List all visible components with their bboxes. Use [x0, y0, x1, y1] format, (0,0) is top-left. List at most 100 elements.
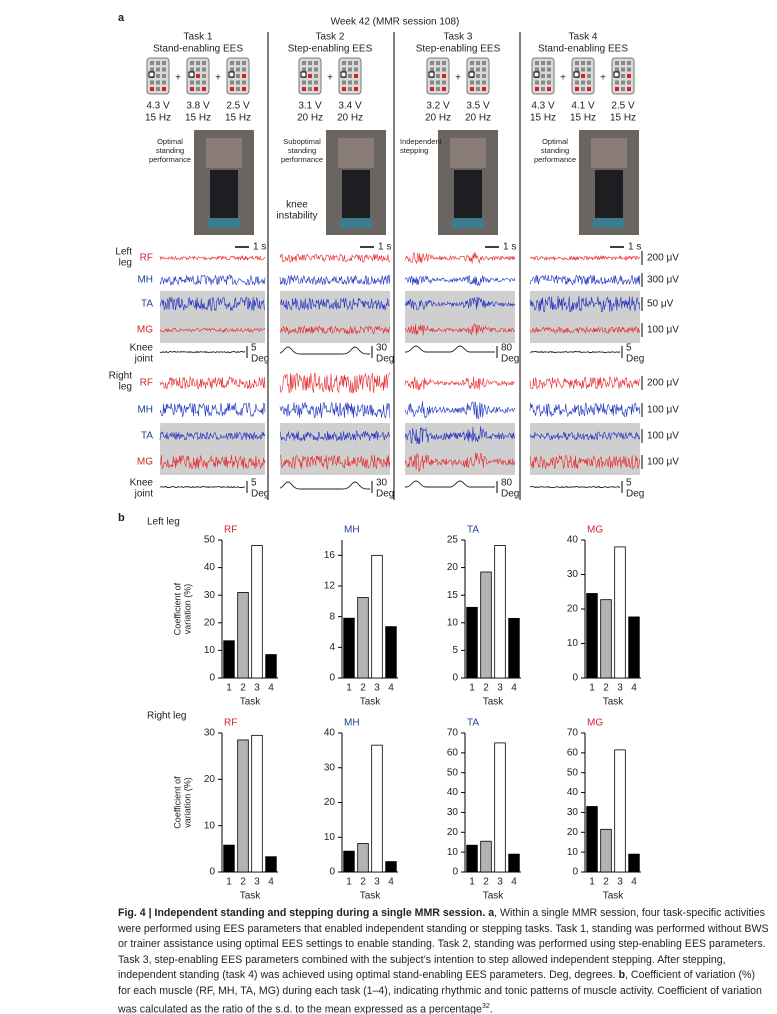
- emg-trace: [159, 254, 266, 261]
- bar: [237, 739, 249, 873]
- electrode: [202, 87, 206, 91]
- chart-title: RF: [224, 525, 237, 536]
- photo-subject-shoes: [208, 218, 240, 228]
- photo-caption: standing: [288, 146, 316, 155]
- photo-subject-shoes: [340, 218, 372, 228]
- stim-param: 3.2 V: [426, 101, 450, 112]
- electrode: [308, 80, 312, 85]
- electrode: [581, 61, 585, 65]
- electrode: [354, 67, 358, 72]
- y-tick-label: 30: [567, 569, 579, 580]
- x-tick-label: 2: [603, 877, 609, 888]
- electrode: [476, 67, 480, 72]
- x-axis-label: Task: [360, 697, 382, 708]
- electrode: [476, 61, 480, 65]
- electrode: [242, 87, 246, 91]
- task-subtitle: Stand-enabling EES: [153, 44, 243, 55]
- stim-param: 4.3 V: [531, 101, 555, 112]
- emg-trace: [529, 455, 641, 470]
- x-tick-label: 3: [374, 877, 380, 888]
- electrode: [342, 80, 346, 85]
- electrode: [190, 61, 194, 65]
- caption-segment: a: [488, 907, 495, 919]
- plus-sign: +: [215, 73, 221, 84]
- knee-trace: [159, 350, 246, 354]
- electrode: [575, 87, 579, 91]
- photo-subject-legs: [454, 170, 482, 220]
- electrode: [442, 67, 446, 72]
- electrode: [196, 80, 200, 85]
- time-scale: 1 s: [503, 242, 516, 253]
- x-tick-label: 4: [268, 683, 274, 694]
- bar: [371, 744, 383, 873]
- y-tick-label: 60: [567, 747, 579, 758]
- bar: [237, 592, 249, 679]
- electrode: [354, 87, 358, 91]
- caption-segment: , Within a single MMR session, four task…: [118, 907, 769, 981]
- panel-title: Week 42 (MMR session 108): [331, 17, 460, 28]
- emg-trace: [159, 402, 266, 418]
- electrode: [442, 74, 446, 78]
- electrode-array: [531, 57, 555, 95]
- electrode: [314, 80, 318, 85]
- electrode: [621, 87, 625, 91]
- x-tick-label: 1: [226, 683, 232, 694]
- emg-trace: [159, 296, 266, 312]
- trace-background: [160, 449, 265, 475]
- electrode: [627, 61, 631, 65]
- electrode: [436, 74, 440, 78]
- electrode: [196, 87, 200, 91]
- electrode: [308, 87, 312, 91]
- electrode: [150, 87, 154, 91]
- electrode-array: [146, 57, 170, 95]
- emg-trace: [159, 454, 266, 470]
- x-tick-label: 1: [469, 683, 475, 694]
- electrode-array: [611, 57, 635, 95]
- photo-subject-shirt: [206, 138, 242, 168]
- cathode: [613, 71, 620, 78]
- electrode: [162, 67, 166, 72]
- electrode: [575, 80, 579, 85]
- emg-trace: [404, 401, 516, 420]
- x-tick-label: 1: [589, 683, 595, 694]
- electrode: [621, 80, 625, 85]
- bar: [600, 828, 612, 873]
- electrode: [442, 61, 446, 65]
- electrode: [436, 67, 440, 72]
- knee-trace: [530, 485, 621, 489]
- electrode: [242, 80, 246, 85]
- knee-unit: Deg: [501, 489, 519, 500]
- x-tick-label: 4: [268, 877, 274, 888]
- emg-trace: [529, 274, 641, 286]
- y-tick-label: 50: [447, 767, 459, 778]
- electrode: [541, 87, 545, 91]
- bar: [385, 626, 397, 679]
- y-tick-label: 5: [452, 645, 458, 656]
- electrode-array: [466, 57, 490, 95]
- emg-trace: [279, 274, 391, 286]
- y-tick-label: 20: [447, 827, 459, 838]
- electrode: [621, 61, 625, 65]
- cathode: [300, 71, 307, 78]
- stim-param: 15 Hz: [225, 113, 251, 124]
- bar: [343, 850, 355, 873]
- electrode: [348, 67, 352, 72]
- emg-trace: [279, 371, 391, 394]
- bar: [494, 742, 506, 873]
- x-tick-label: 4: [388, 877, 394, 888]
- electrode: [156, 67, 160, 72]
- electrode: [314, 67, 318, 72]
- x-tick-label: 3: [374, 683, 380, 694]
- x-tick-label: 4: [511, 683, 517, 694]
- muscle-label: MH: [137, 405, 153, 416]
- electrode: [156, 74, 160, 78]
- electrode: [541, 67, 545, 72]
- electrode: [587, 61, 591, 65]
- chart-title: MH: [344, 525, 360, 536]
- photo-subject-shirt: [450, 138, 486, 168]
- electrode: [202, 80, 206, 85]
- electrode: [354, 61, 358, 65]
- amplitude-scale: 300 μV: [647, 275, 679, 286]
- bar: [251, 734, 263, 873]
- bar: [600, 599, 612, 679]
